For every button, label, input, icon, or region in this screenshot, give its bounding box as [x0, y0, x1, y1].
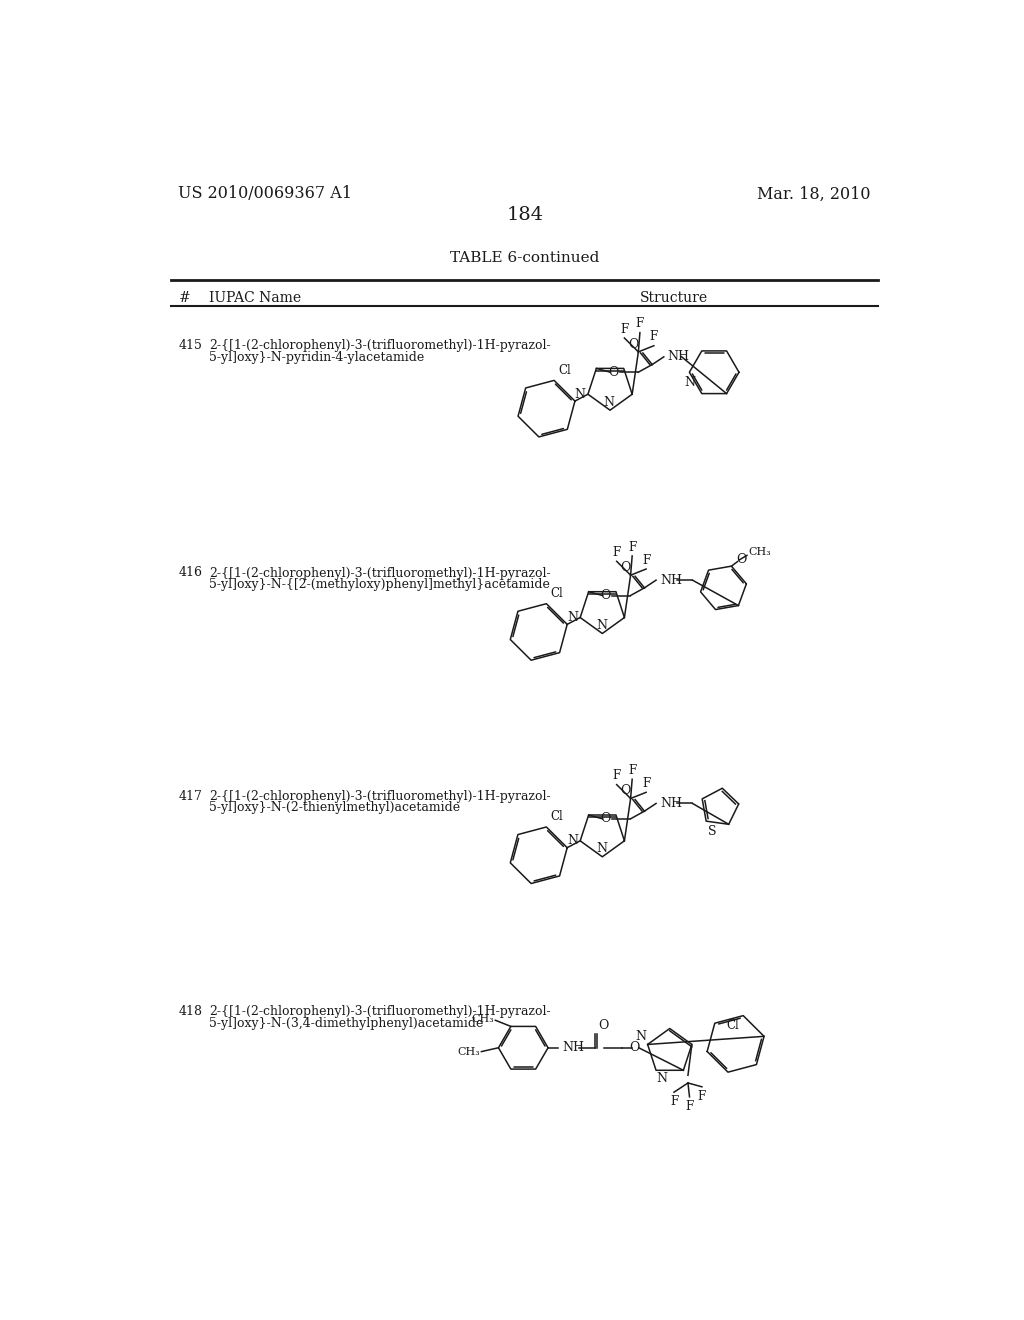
Text: N: N [567, 834, 578, 847]
Text: O: O [621, 561, 631, 574]
Text: F: F [628, 541, 636, 553]
Text: 416: 416 [178, 566, 203, 579]
Text: O: O [600, 812, 611, 825]
Text: O: O [608, 366, 618, 379]
Text: #: # [178, 290, 190, 305]
Text: F: F [670, 1096, 678, 1109]
Text: 5-yl]oxy}-N-pyridin-4-ylacetamide: 5-yl]oxy}-N-pyridin-4-ylacetamide [209, 351, 425, 364]
Text: Cl: Cl [727, 1019, 739, 1032]
Text: F: F [642, 777, 650, 789]
Text: 5-yl]oxy}-N-(3,4-dimethylphenyl)acetamide: 5-yl]oxy}-N-(3,4-dimethylphenyl)acetamid… [209, 1016, 483, 1030]
Text: US 2010/0069367 A1: US 2010/0069367 A1 [178, 185, 352, 202]
Text: 5-yl]oxy}-N-(2-thienylmethyl)acetamide: 5-yl]oxy}-N-(2-thienylmethyl)acetamide [209, 801, 461, 814]
Text: Cl: Cl [558, 363, 570, 376]
Text: IUPAC Name: IUPAC Name [209, 290, 301, 305]
Text: F: F [628, 764, 636, 777]
Text: 5-yl]oxy}-N-{[2-(methyloxy)phenyl]methyl}acetamide: 5-yl]oxy}-N-{[2-(methyloxy)phenyl]methyl… [209, 578, 550, 591]
Text: F: F [612, 546, 621, 558]
Text: TABLE 6-continued: TABLE 6-continued [451, 251, 599, 265]
Text: Structure: Structure [640, 290, 708, 305]
Text: O: O [628, 338, 638, 351]
Text: F: F [697, 1090, 706, 1104]
Text: O: O [621, 784, 631, 797]
Text: 2-{[1-(2-chlorophenyl)-3-(trifluoromethyl)-1H-pyrazol-: 2-{[1-(2-chlorophenyl)-3-(trifluoromethy… [209, 339, 551, 352]
Text: 2-{[1-(2-chlorophenyl)-3-(trifluoromethyl)-1H-pyrazol-: 2-{[1-(2-chlorophenyl)-3-(trifluoromethy… [209, 566, 551, 579]
Text: N: N [684, 376, 695, 389]
Text: Cl: Cl [550, 587, 563, 599]
Text: 415: 415 [178, 339, 203, 352]
Text: NH: NH [668, 350, 690, 363]
Text: O: O [600, 589, 611, 602]
Text: NH: NH [659, 574, 682, 586]
Text: CH₃: CH₃ [457, 1047, 480, 1057]
Text: O: O [736, 553, 746, 566]
Text: N: N [656, 1072, 668, 1085]
Text: N: N [604, 396, 614, 409]
Text: Cl: Cl [550, 810, 563, 824]
Text: 418: 418 [178, 1006, 203, 1019]
Text: 417: 417 [178, 789, 203, 803]
Text: F: F [636, 317, 644, 330]
Text: 2-{[1-(2-chlorophenyl)-3-(trifluoromethyl)-1H-pyrazol-: 2-{[1-(2-chlorophenyl)-3-(trifluoromethy… [209, 1006, 551, 1019]
Text: N: N [574, 388, 586, 401]
Text: 184: 184 [506, 206, 544, 224]
Text: F: F [642, 553, 650, 566]
Text: F: F [612, 770, 621, 783]
Text: CH₃: CH₃ [749, 548, 771, 557]
Text: O: O [598, 1019, 609, 1032]
Text: F: F [685, 1100, 693, 1113]
Text: S: S [708, 825, 716, 838]
Text: 2-{[1-(2-chlorophenyl)-3-(trifluoromethyl)-1H-pyrazol-: 2-{[1-(2-chlorophenyl)-3-(trifluoromethy… [209, 789, 551, 803]
Text: N: N [567, 611, 578, 624]
Text: O: O [630, 1041, 640, 1055]
Text: N: N [636, 1030, 647, 1043]
Text: F: F [621, 322, 629, 335]
Text: N: N [596, 842, 607, 855]
Text: F: F [650, 330, 658, 343]
Text: N: N [596, 619, 607, 632]
Text: CH₃: CH₃ [471, 1014, 494, 1024]
Text: Mar. 18, 2010: Mar. 18, 2010 [757, 185, 870, 202]
Text: NH: NH [562, 1041, 584, 1055]
Text: NH: NH [659, 797, 682, 810]
